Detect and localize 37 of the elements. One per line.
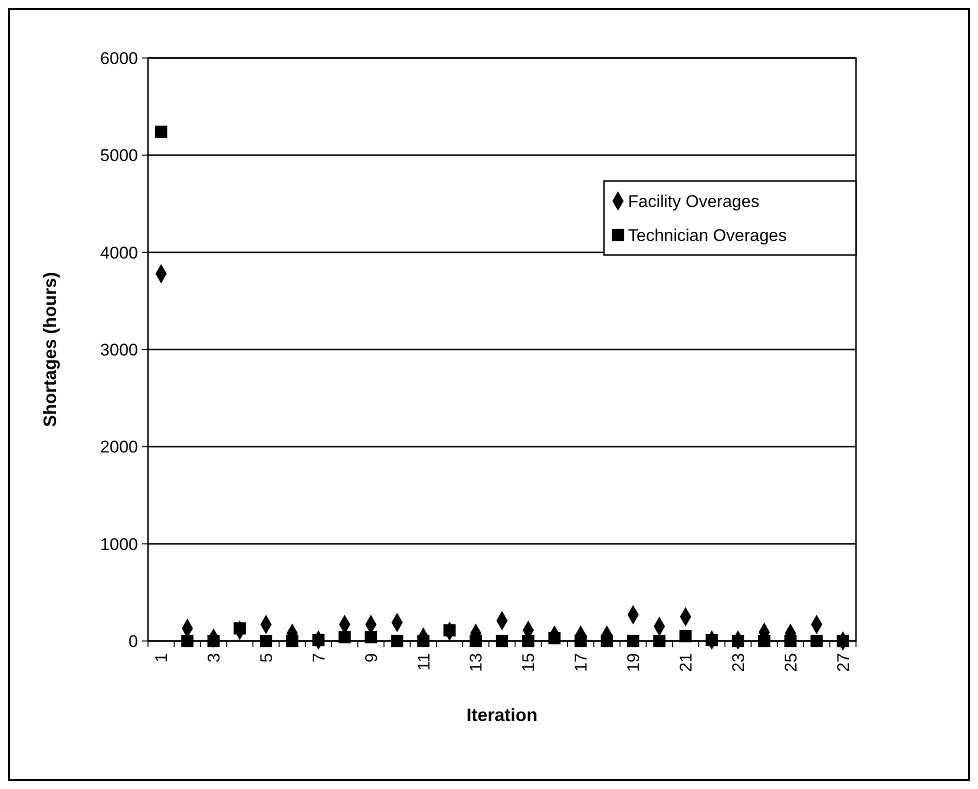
x-tick-label: 1 — [152, 653, 172, 662]
point — [181, 634, 194, 648]
x-tick-label: 11 — [414, 653, 434, 671]
x-tick-label: 9 — [362, 653, 381, 662]
y-tick-label: 1000 — [100, 534, 138, 554]
y-tick-label: 6000 — [100, 48, 138, 68]
x-tick-label: 5 — [256, 653, 276, 662]
legend-label: Technician Overages — [628, 226, 787, 245]
point — [154, 126, 168, 138]
point — [810, 634, 823, 648]
x-tick-label: 3 — [204, 653, 224, 662]
x-tick-label: 23 — [728, 653, 748, 672]
x-axis-title: Iteration — [466, 705, 538, 725]
x-tick-label: 25 — [781, 653, 800, 672]
point — [496, 634, 508, 648]
x-tick-label: 19 — [624, 653, 644, 672]
y-tick-label: 2000 — [100, 438, 138, 457]
point — [653, 634, 666, 648]
y-tick-label: 3000 — [100, 340, 138, 360]
point — [338, 630, 351, 644]
point — [364, 630, 378, 644]
point — [522, 634, 534, 648]
point — [679, 630, 692, 642]
point — [260, 634, 272, 648]
x-tick-label: 15 — [519, 653, 538, 672]
y-tick-label: 0 — [128, 632, 138, 651]
y-axis-title: Shortages (hours) — [40, 272, 60, 428]
legend-label: Facility Overages — [628, 192, 760, 211]
x-tick-label: 13 — [466, 653, 486, 672]
y-tick-label: 4000 — [100, 243, 138, 262]
x-tick-label: 17 — [572, 653, 591, 672]
point — [626, 634, 640, 648]
x-tick-label: 7 — [309, 653, 328, 662]
point — [390, 634, 404, 648]
x-tick-label: 27 — [834, 653, 853, 672]
x-tick-label: 21 — [676, 653, 696, 672]
y-tick-label: 5000 — [100, 146, 138, 166]
